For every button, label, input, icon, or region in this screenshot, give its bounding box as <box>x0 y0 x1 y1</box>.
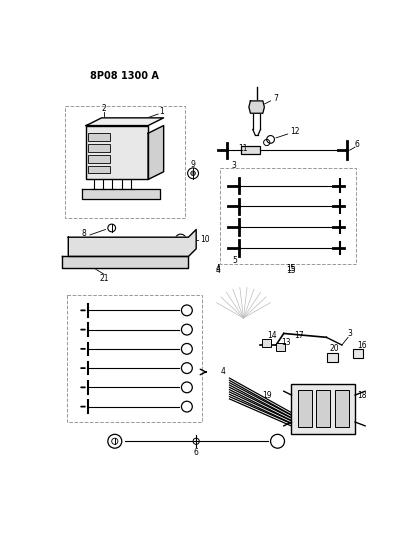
Text: 5: 5 <box>232 256 237 265</box>
Bar <box>297 390 311 426</box>
Text: 18: 18 <box>357 391 366 400</box>
Bar <box>291 384 354 433</box>
Text: 17: 17 <box>294 332 303 340</box>
Text: 4: 4 <box>220 367 225 376</box>
Text: 14: 14 <box>267 330 276 340</box>
Text: 8P08 1300 A: 8P08 1300 A <box>90 71 159 81</box>
Bar <box>326 353 337 362</box>
Bar <box>88 166 110 173</box>
Bar <box>65 106 185 218</box>
Text: 9: 9 <box>190 159 195 168</box>
Bar <box>240 147 260 154</box>
Text: 3: 3 <box>346 329 351 338</box>
Bar <box>353 349 362 358</box>
Text: 6: 6 <box>354 140 359 149</box>
Bar <box>220 168 355 264</box>
Polygon shape <box>62 256 188 268</box>
Text: 13: 13 <box>281 338 290 347</box>
Bar <box>88 133 110 141</box>
Polygon shape <box>148 126 163 180</box>
Text: 20: 20 <box>328 344 338 353</box>
Bar <box>261 339 271 346</box>
Text: 7: 7 <box>273 94 278 103</box>
Text: 4: 4 <box>215 263 220 272</box>
Bar <box>86 126 148 180</box>
Polygon shape <box>248 101 264 113</box>
Text: 8: 8 <box>81 229 86 238</box>
Circle shape <box>190 171 195 175</box>
Polygon shape <box>86 126 148 180</box>
Circle shape <box>178 237 182 242</box>
Bar <box>275 343 285 351</box>
Bar <box>315 390 329 426</box>
Text: 16: 16 <box>357 341 366 350</box>
Bar <box>334 390 348 426</box>
Text: 3: 3 <box>230 161 235 170</box>
Text: 15: 15 <box>286 263 296 272</box>
Polygon shape <box>86 118 163 126</box>
Text: 6: 6 <box>193 448 198 457</box>
Text: 21: 21 <box>99 273 108 282</box>
Bar <box>88 155 110 163</box>
Text: 12: 12 <box>289 127 299 136</box>
Polygon shape <box>82 189 160 199</box>
Bar <box>67 295 202 422</box>
Text: 1: 1 <box>159 107 163 116</box>
Text: 15: 15 <box>286 266 296 275</box>
Bar <box>88 144 110 152</box>
Polygon shape <box>68 230 196 256</box>
Text: 11: 11 <box>238 144 247 153</box>
Text: 4: 4 <box>215 266 220 275</box>
Text: 2: 2 <box>101 104 106 113</box>
Text: 19: 19 <box>261 391 271 400</box>
Text: 10: 10 <box>200 235 209 244</box>
